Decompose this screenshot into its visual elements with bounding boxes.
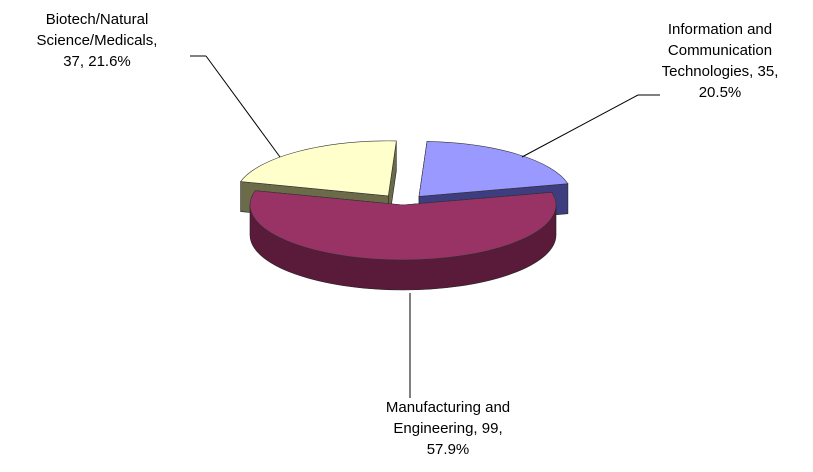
- slice-label-line: Manufacturing and: [386, 399, 510, 416]
- slice-label-line: Engineering, 99,: [393, 420, 502, 437]
- leader-line-0: [521, 94, 639, 158]
- slice-label-0: Information and Communication Technologies…: [521, 21, 779, 158]
- slice-label-text-0: Information and Communication Technologies…: [662, 21, 779, 101]
- slice-label-line: 20.5%: [699, 84, 742, 101]
- slice-label-line: Biotech/Natural: [46, 11, 149, 28]
- slice-label-text-2: Biotech/Natural Science/Medicals, 37, 21.6…: [37, 11, 158, 70]
- slice-label-line: Science/Medicals,: [37, 32, 158, 49]
- slice-label-line: 37, 21.6%: [63, 53, 131, 70]
- slice-label-line: 57.9%: [427, 441, 470, 458]
- pie-slice-1: [249, 190, 557, 291]
- pie-slice-top-0: [418, 141, 569, 197]
- slice-label-1: Manufacturing and Engineering, 99, 57.9%: [386, 293, 510, 458]
- slice-label-text-1: Manufacturing and Engineering, 99, 57.9%: [386, 399, 510, 458]
- slice-label-line: Communication: [668, 42, 772, 59]
- slice-label-line: Technologies, 35,: [662, 63, 779, 80]
- leader-line-2: [205, 55, 281, 158]
- slice-label-line: Information and: [668, 21, 772, 38]
- pie-slice-top-2: [240, 140, 397, 197]
- slice-label-2: Biotech/Natural Science/Medicals, 37, 21.6…: [37, 11, 281, 158]
- pie-slice-top-1: [249, 190, 557, 261]
